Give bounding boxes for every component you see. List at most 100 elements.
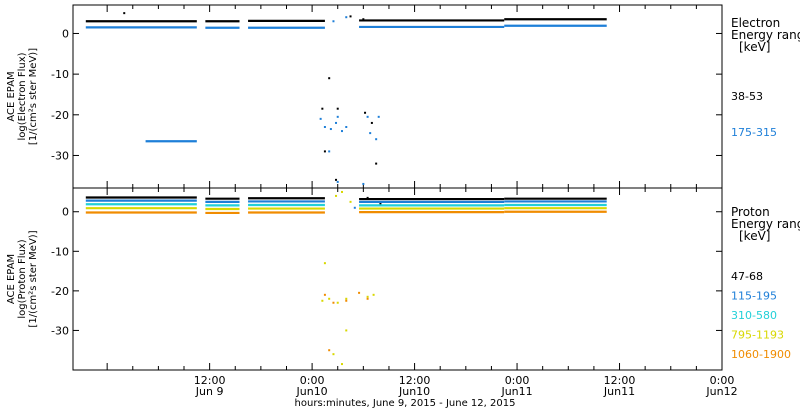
data-point — [332, 353, 335, 356]
data-point — [340, 190, 343, 193]
legend-entry: 115-195 — [731, 290, 777, 303]
data-point — [364, 111, 367, 114]
data-point — [369, 132, 372, 135]
legend-title: Energy ranges — [731, 28, 800, 42]
data-point — [375, 138, 378, 141]
y-tick-label: -20 — [51, 109, 69, 122]
legend-title: [keV] — [739, 229, 770, 243]
data-point — [340, 363, 343, 366]
data-point — [345, 126, 348, 128]
data-point — [332, 301, 335, 304]
y-tick-label: -30 — [51, 149, 69, 162]
electron-flux-panel: 0 -10 -20 -30 ACE EPAM log(Electron Flux) [1/(… — [6, 4, 800, 189]
x-hour-label: 12:00 — [604, 374, 636, 387]
y-tick-label: -10 — [51, 68, 69, 81]
legend-title: [keV] — [739, 40, 770, 54]
data-point — [375, 162, 378, 165]
data-point — [323, 150, 326, 153]
data-point — [336, 107, 339, 110]
x-day-label: Jun11 — [603, 385, 635, 398]
data-point — [345, 299, 348, 302]
y-axis-label: ACE EPAM — [6, 254, 17, 304]
data-point — [370, 121, 373, 124]
legend-title: Energy ranges — [731, 217, 800, 231]
data-point — [345, 16, 348, 19]
y-tick-label: -30 — [51, 324, 69, 337]
legend-entry: 175-315 — [731, 126, 777, 139]
x-day-label: Jun10 — [398, 385, 430, 398]
data-point — [123, 12, 126, 15]
y-axis-label: log(Electron Flux) — [17, 52, 28, 140]
data-point — [345, 329, 348, 332]
data-point — [345, 297, 348, 300]
series-175-315 — [85, 16, 607, 185]
data-point — [340, 130, 343, 133]
data-point — [328, 349, 331, 352]
data-point — [358, 291, 361, 294]
data-point — [362, 182, 365, 185]
plot-frame — [72, 4, 723, 189]
x-hour-label: 0:00 — [505, 374, 530, 387]
data-point — [377, 115, 380, 118]
y-axis-label: [1/(cm²s ster MeV)] — [28, 48, 39, 145]
y-axis-label: log(Proton Flux) — [17, 239, 28, 318]
legend-entry: 310-580 — [731, 309, 777, 322]
data-point — [335, 194, 338, 197]
data-point — [349, 200, 352, 203]
data-point — [379, 202, 382, 205]
data-point — [349, 15, 352, 18]
series-115-195 — [85, 199, 607, 209]
legend-entry: 1060-1900 — [731, 348, 791, 361]
x-hour-label: 0:00 — [300, 374, 325, 387]
y-tick-label: -20 — [51, 285, 69, 298]
data-point — [328, 297, 331, 300]
y-tick-label: -10 — [51, 245, 69, 258]
legend-title: Proton — [731, 205, 770, 219]
y-tick-label: 0 — [62, 206, 69, 219]
data-point — [335, 178, 338, 181]
data-point — [366, 295, 369, 298]
x-day-label: Jun11 — [500, 385, 532, 398]
data-point — [366, 115, 369, 118]
legend-title: Electron — [731, 16, 780, 30]
data-point — [336, 180, 339, 183]
data-point — [328, 77, 331, 80]
data-point — [323, 262, 326, 265]
data-point — [335, 121, 338, 124]
series-1060-1900 — [85, 210, 607, 352]
y-tick-label: 0 — [62, 27, 69, 40]
data-point — [372, 293, 375, 296]
x-axis-title: hours:minutes, June 9, 2015 - June 12, 2… — [295, 398, 516, 409]
legend-entry: 38-53 — [731, 90, 763, 103]
data-point — [328, 150, 331, 153]
series-38-53 — [85, 12, 607, 181]
data-point — [362, 18, 365, 21]
series-47-68 — [85, 196, 607, 205]
data-point — [323, 293, 326, 296]
data-point — [319, 117, 322, 120]
data-point — [336, 115, 339, 118]
data-point — [366, 297, 369, 300]
plot-frame — [72, 187, 723, 371]
data-point — [323, 126, 326, 128]
x-day-label: Jun 9 — [195, 385, 224, 398]
data-point — [366, 196, 369, 199]
x-hour-label: 12:00 — [194, 374, 226, 387]
y-axis-label: [1/(cm²s ster MeV)] — [28, 230, 39, 327]
legend-entry: 795-1193 — [731, 329, 784, 342]
series-310-580 — [85, 203, 607, 207]
data-point — [332, 20, 335, 23]
series-795-1193 — [85, 190, 607, 366]
proton-flux-panel: 0 -10 -20 -30 ACE EPAM log(Proton Flux) [1/(cm… — [6, 187, 800, 371]
data-point — [336, 301, 339, 304]
data-point — [321, 299, 324, 302]
x-hour-label: 12:00 — [399, 374, 431, 387]
data-point — [321, 107, 324, 110]
x-day-label: Jun10 — [296, 385, 328, 398]
data-point — [353, 206, 356, 209]
data-point — [329, 128, 332, 131]
x-hour-label: 0:00 — [710, 374, 735, 387]
y-axis-label: ACE EPAM — [6, 71, 17, 121]
